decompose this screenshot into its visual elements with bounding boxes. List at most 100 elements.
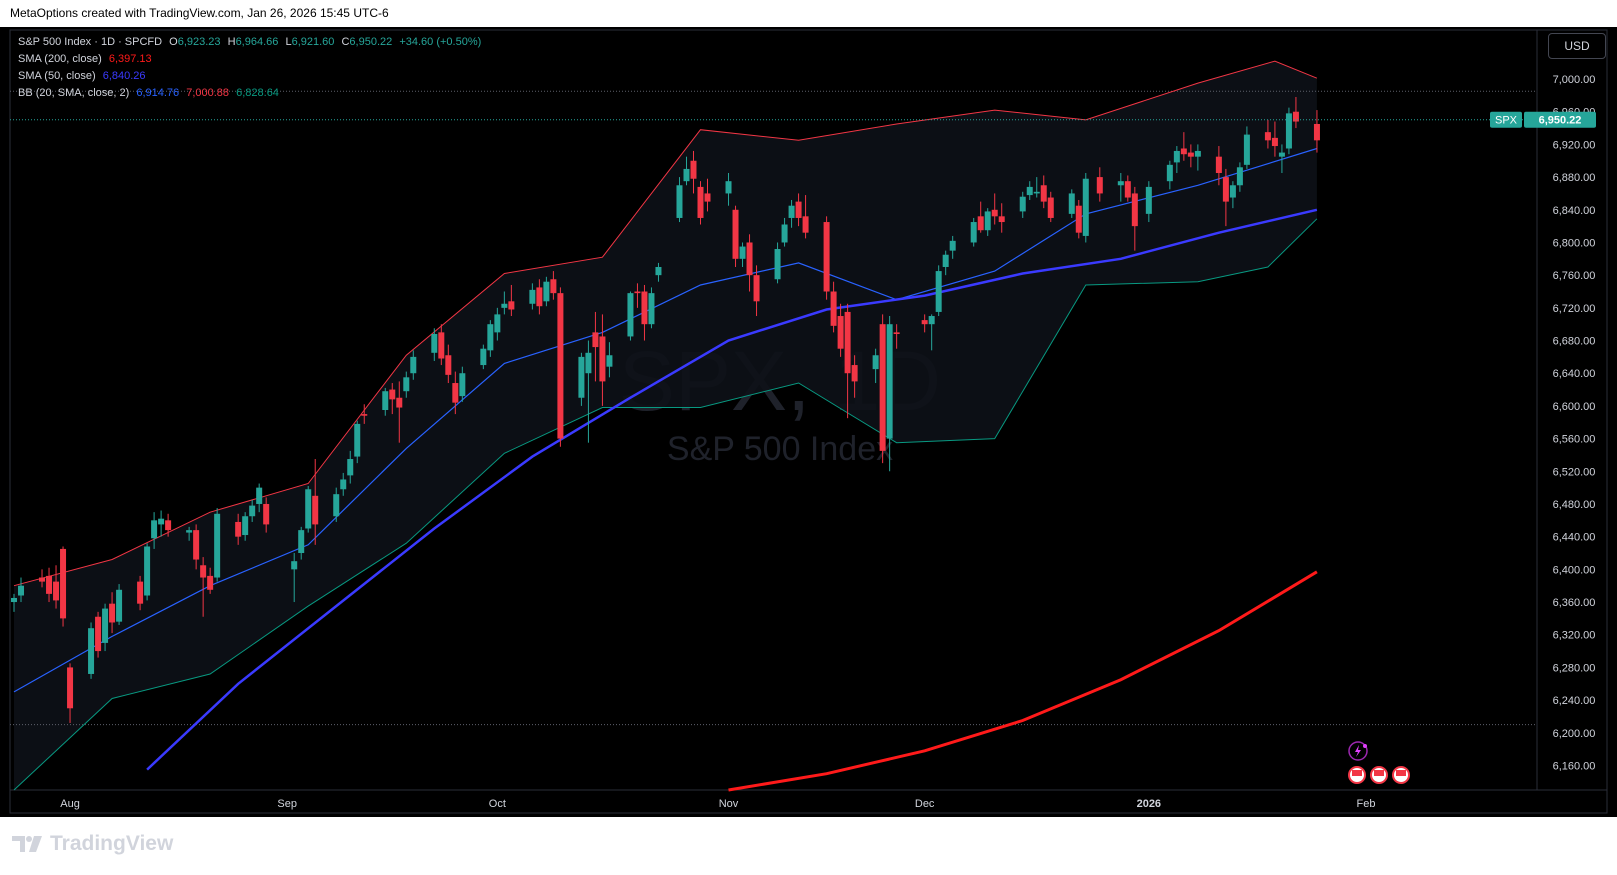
candle-body <box>508 301 515 310</box>
candle-down <box>53 565 60 609</box>
candle-body <box>872 355 879 370</box>
candle-down <box>690 150 697 194</box>
candle-body <box>1026 186 1033 196</box>
candle-body <box>1313 123 1320 141</box>
candle-up <box>382 387 389 416</box>
candle-body <box>795 201 802 218</box>
candle-down <box>60 546 67 627</box>
candle-down <box>200 557 207 617</box>
candle-down <box>704 178 711 212</box>
candle-body <box>1285 113 1292 149</box>
candle-down <box>1075 199 1082 239</box>
candle-body <box>676 185 683 218</box>
candle-up <box>431 328 438 361</box>
candle-body <box>886 324 893 439</box>
us-event-flags[interactable] <box>1348 766 1410 784</box>
candle-up <box>886 316 893 472</box>
candle-body <box>39 577 46 582</box>
candle-body <box>634 291 641 294</box>
candle-down <box>830 281 837 333</box>
candle-up <box>529 283 536 310</box>
candle-down <box>795 193 802 227</box>
legend-symbol-name: S&P 500 Index · 1D · SPCFD <box>18 36 163 48</box>
bollinger-band-fill <box>14 61 1317 791</box>
candle-body <box>1243 134 1250 165</box>
candle-up <box>949 235 956 259</box>
candle-down <box>1222 168 1229 227</box>
currency-button[interactable]: USD <box>1548 33 1606 59</box>
candle-body <box>235 521 242 537</box>
candle-body <box>1033 191 1040 194</box>
candle-up <box>935 265 942 317</box>
candle-body <box>802 216 809 233</box>
legend-bb-line[interactable]: BB (20, SMA, close, 2) 6,914.76 7,000.88… <box>18 87 283 99</box>
candle-up <box>1236 162 1243 192</box>
y-tick-label: 6,320.00 <box>1553 630 1596 642</box>
candle-body <box>1236 167 1243 186</box>
price-axis[interactable]: 6,160.00 6,200.00 6,240.00 6,280.00 6,320.00… <box>1553 74 1596 772</box>
candle-body <box>648 293 655 325</box>
candle-up <box>725 173 732 206</box>
y-tick-label: 6,680.00 <box>1553 336 1596 348</box>
candle-body <box>354 423 361 457</box>
candle-body <box>928 316 935 325</box>
tradingview-logo[interactable]: TradingView <box>12 832 173 856</box>
candle-down <box>599 314 606 406</box>
candle-down <box>1271 121 1278 157</box>
legend-close-value: 6,950.22 <box>349 36 393 48</box>
candle-body <box>690 160 697 179</box>
candle-down <box>1313 110 1320 153</box>
candle-body <box>1068 193 1075 214</box>
events-markers[interactable] <box>1348 741 1410 784</box>
candle-up <box>298 526 305 560</box>
candle-body <box>67 667 74 709</box>
candle-up <box>1194 144 1201 171</box>
legend-low-label: L <box>285 36 292 48</box>
bb-lower-line <box>13 218 1318 791</box>
legend-sma200-line[interactable]: SMA (200, close) 6,397.13 <box>18 53 156 65</box>
candle-down <box>753 265 760 317</box>
candle-body <box>606 355 613 367</box>
candle-body <box>550 279 557 294</box>
legend-bb-upper-value: 7,000.88 <box>186 87 230 99</box>
candle-body <box>732 209 739 259</box>
last-price-tag[interactable]: SPX 6,950.22 <box>1490 111 1596 128</box>
candle-up <box>1082 173 1089 243</box>
candle-body <box>305 489 312 529</box>
legend-sma50-label: SMA (50, close) <box>18 70 96 82</box>
candle-body <box>1082 178 1089 236</box>
candle-up <box>739 242 746 267</box>
candle-down <box>452 371 459 415</box>
candle-down <box>557 287 564 447</box>
candle-down <box>193 524 200 570</box>
candle-down <box>445 344 452 384</box>
time-axis[interactable]: Aug Sep Oct Nov Dec 2026 Feb <box>60 798 1375 810</box>
lightning-event-icon[interactable] <box>1348 741 1368 761</box>
candle-body <box>557 293 564 439</box>
legend-symbol-line[interactable]: S&P 500 Index · 1D · SPCFD O6,923.23 H6,… <box>18 36 485 48</box>
candle-down <box>893 324 900 349</box>
candle-down <box>977 201 984 233</box>
candle-body <box>445 355 452 375</box>
candle-down <box>137 575 144 611</box>
candle-up <box>942 250 949 276</box>
candle-up <box>984 208 991 236</box>
candle-body <box>361 414 368 416</box>
legend-sma50-line[interactable]: SMA (50, close) 6,840.26 <box>18 70 150 82</box>
candle-up <box>459 366 466 402</box>
candle-body <box>431 334 438 353</box>
candle-body <box>242 516 249 536</box>
candle-down <box>1096 167 1103 202</box>
candle-body <box>487 324 494 351</box>
y-tick-label: 6,520.00 <box>1553 466 1596 478</box>
candle-body <box>655 266 662 276</box>
candle-body <box>333 494 340 517</box>
candle-body <box>249 505 256 517</box>
legend-close-label: C <box>341 36 350 48</box>
candle-body <box>641 291 648 325</box>
candle-down <box>879 314 886 464</box>
candle-down <box>1040 175 1047 209</box>
candle-down <box>361 404 368 424</box>
candle-down <box>396 381 403 443</box>
